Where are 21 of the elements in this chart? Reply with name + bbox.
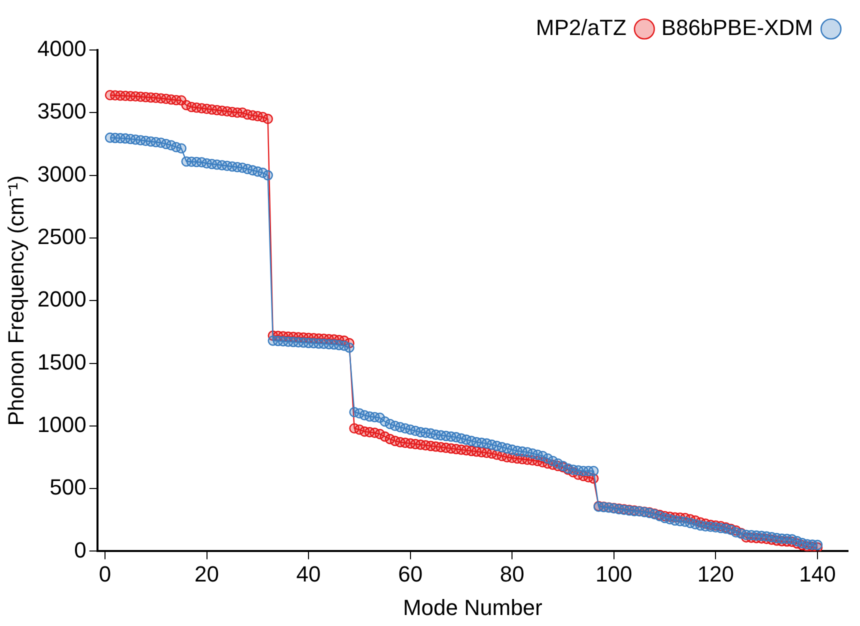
y-tick-label: 1000 [37, 412, 86, 437]
x-tick-label: 80 [500, 561, 524, 586]
y-tick-label: 2000 [37, 286, 86, 312]
y-tick-label: 3500 [37, 98, 86, 124]
y-tick-label: 500 [50, 474, 86, 500]
legend-label: B86bPBE-XDM [661, 15, 813, 40]
x-tick-label: 0 [98, 561, 112, 586]
x-tick-label: 120 [697, 561, 734, 586]
x-tick-label: 20 [194, 561, 219, 586]
legend-label: MP2/aTZ [536, 15, 626, 40]
y-tick-label: 3000 [37, 161, 86, 186]
x-tick-label: 100 [596, 561, 632, 586]
y-tick-label: 2500 [37, 224, 86, 250]
x-tick-label: 140 [799, 561, 836, 586]
x-tick-label: 60 [398, 561, 423, 586]
y-tick-label: 4000 [37, 36, 86, 62]
y-tick-label: 0 [74, 537, 86, 562]
y-tick-label: 1500 [37, 349, 86, 374]
x-axis-title: Mode Number [402, 594, 542, 620]
x-tick-label: 40 [296, 561, 321, 586]
y-axis-title: Phonon Frequency (cm⁻¹) [3, 175, 28, 426]
